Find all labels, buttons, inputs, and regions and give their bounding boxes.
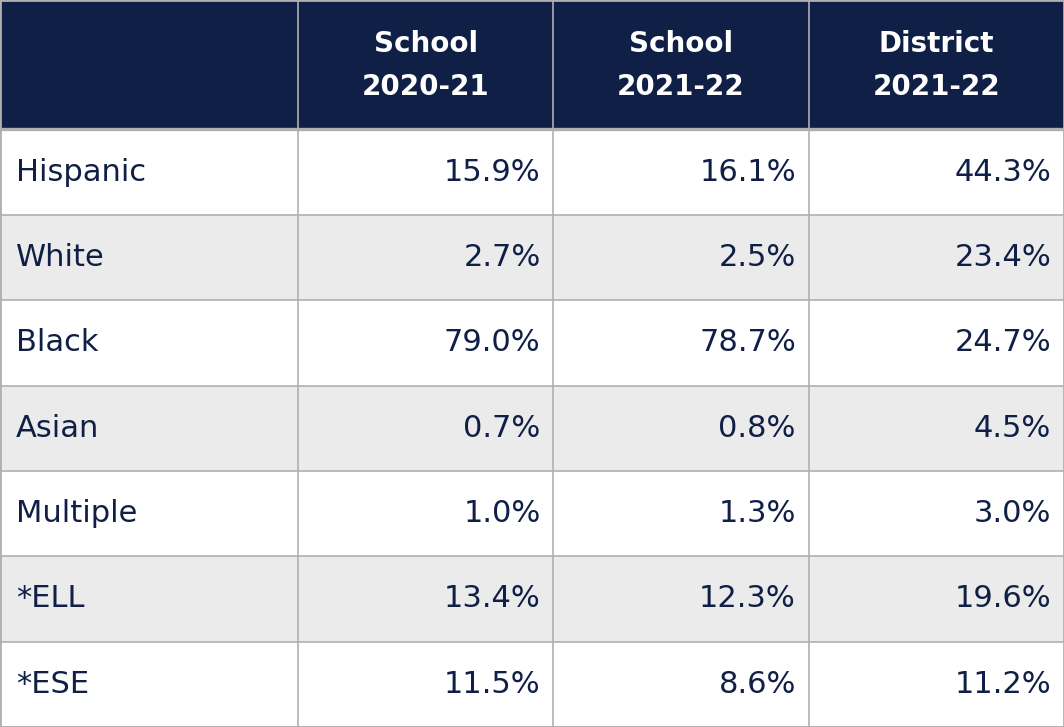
Text: 2020-21: 2020-21 [362, 73, 489, 100]
Text: School: School [373, 31, 478, 58]
Bar [0, 300, 1064, 385]
Bar [0, 556, 1064, 642]
Bar [0, 0, 298, 129]
Text: 2.7%: 2.7% [463, 243, 541, 272]
Text: 4.5%: 4.5% [974, 414, 1051, 443]
Text: 8.6%: 8.6% [718, 670, 796, 699]
Text: 13.4%: 13.4% [444, 585, 541, 614]
Text: 44.3%: 44.3% [954, 158, 1051, 187]
Text: 1.3%: 1.3% [718, 499, 796, 528]
Text: School: School [629, 31, 733, 58]
Bar [298, 0, 553, 129]
Text: 24.7%: 24.7% [954, 329, 1051, 358]
Text: 0.8%: 0.8% [718, 414, 796, 443]
Text: Hispanic: Hispanic [16, 158, 146, 187]
Text: Black: Black [16, 329, 99, 358]
Text: 15.9%: 15.9% [444, 158, 541, 187]
Text: 79.0%: 79.0% [444, 329, 541, 358]
Text: 2021-22: 2021-22 [872, 73, 1000, 100]
Text: White: White [16, 243, 104, 272]
Text: 2.5%: 2.5% [718, 243, 796, 272]
Text: 23.4%: 23.4% [954, 243, 1051, 272]
Text: 19.6%: 19.6% [954, 585, 1051, 614]
Bar [809, 0, 1064, 129]
Text: 11.2%: 11.2% [954, 670, 1051, 699]
Text: 16.1%: 16.1% [699, 158, 796, 187]
Text: *ELL: *ELL [16, 585, 84, 614]
Text: 12.3%: 12.3% [699, 585, 796, 614]
Text: 3.0%: 3.0% [974, 499, 1051, 528]
Text: District: District [879, 31, 994, 58]
Text: 0.7%: 0.7% [463, 414, 541, 443]
Text: 1.0%: 1.0% [463, 499, 541, 528]
Text: 78.7%: 78.7% [699, 329, 796, 358]
Bar [553, 0, 809, 129]
Bar [0, 129, 1064, 214]
Text: Asian: Asian [16, 414, 99, 443]
Bar [0, 642, 1064, 727]
Bar [0, 385, 1064, 471]
Bar [0, 214, 1064, 300]
Text: 2021-22: 2021-22 [617, 73, 745, 100]
Text: Multiple: Multiple [16, 499, 137, 528]
Text: 11.5%: 11.5% [444, 670, 541, 699]
Bar [0, 471, 1064, 556]
Text: *ESE: *ESE [16, 670, 89, 699]
